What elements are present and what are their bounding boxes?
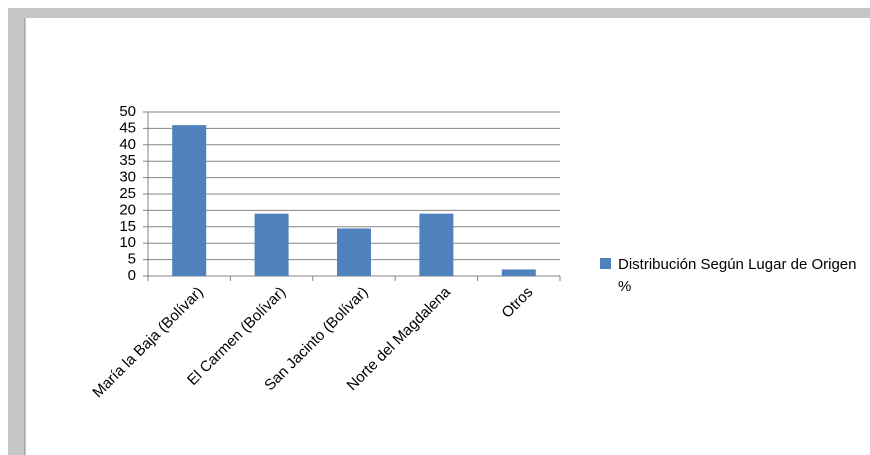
bar [337,228,371,276]
y-tick-label: 35 [119,152,136,169]
legend-swatch [600,258,611,269]
y-tick-label: 5 [128,251,136,268]
y-tick-label: 45 [119,119,136,136]
bar [254,213,289,276]
y-tick-label: 30 [119,169,136,186]
legend-label: Distribución Según Lugar de Origen % [618,256,857,295]
y-tick-label: 25 [119,185,136,202]
bar [172,125,207,277]
bar [419,213,454,276]
y-tick-label: 40 [119,136,136,153]
y-tick-label: 10 [119,234,136,251]
y-tick-label: 50 [119,103,136,120]
bar [501,269,536,276]
y-tick-label: 15 [119,218,136,235]
y-tick-label: 20 [119,201,136,218]
y-tick-label: 0 [128,267,136,284]
legend: Distribución Según Lugar de Origen % [600,254,858,298]
